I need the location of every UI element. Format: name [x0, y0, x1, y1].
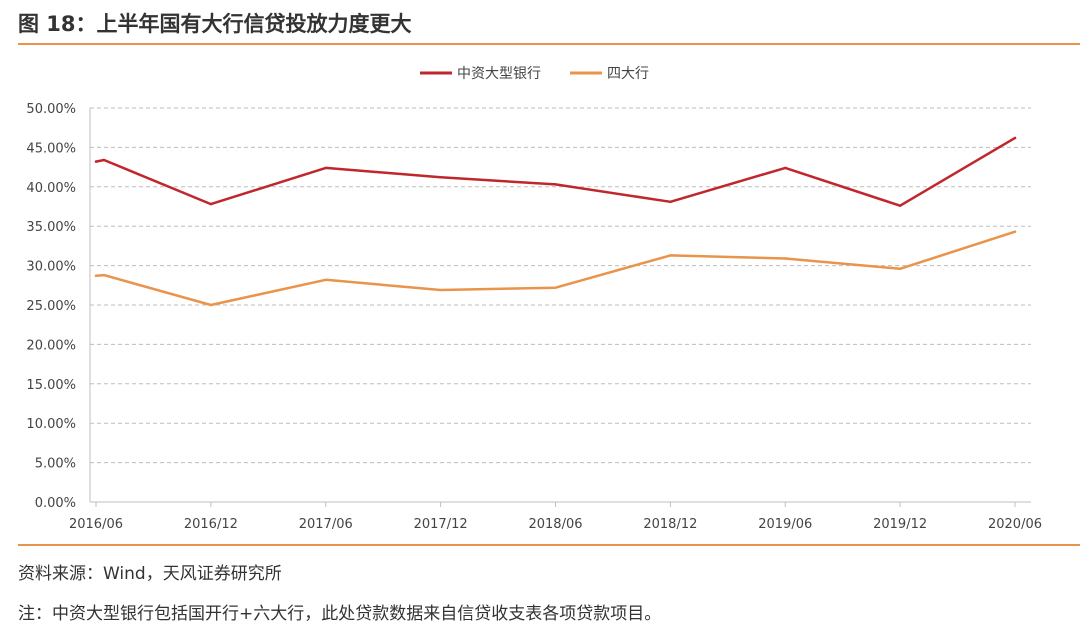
x-tick-label: 2019/06	[758, 517, 812, 532]
x-tick-label: 2016/12	[184, 517, 238, 532]
series-1-point	[102, 158, 106, 162]
series-2-point	[554, 286, 557, 289]
series-2-point	[1013, 230, 1017, 233]
series-1-point	[324, 166, 327, 170]
title-divider	[18, 43, 1080, 45]
footnote: 注：中资大型银行包括国开行+六大行，此处贷款数据来自信贷收支表各项贷款项目。	[18, 604, 662, 624]
y-tick-label: 0.00%	[35, 496, 76, 511]
y-tick-label: 30.00%	[26, 260, 76, 275]
page-title: 图 18：上半年国有大行信贷投放力度更大	[18, 12, 412, 36]
series-1-point	[784, 166, 787, 170]
x-tick-label: 2020/06	[988, 517, 1042, 532]
y-tick-label: 10.00%	[26, 417, 76, 432]
y-tick-label: 40.00%	[26, 181, 76, 196]
gridlines	[90, 107, 1031, 464]
series-1-point	[94, 160, 98, 163]
line-chart: 中资大型银行 四大行 0.00% 5.00% 10.00% 15.00% 20.00% 2…	[26, 66, 1042, 532]
series-2-point	[324, 278, 327, 281]
legend-label-series-1: 中资大型银行	[457, 66, 541, 82]
series-2-point	[209, 303, 213, 307]
legend: 中资大型银行 四大行	[420, 66, 649, 82]
y-tick-label: 15.00%	[26, 378, 76, 393]
series-2-point	[898, 267, 902, 270]
y-tick-label: 25.00%	[26, 299, 76, 314]
footer-divider	[18, 544, 1080, 546]
y-tick-label: 35.00%	[26, 220, 76, 235]
y-axis: 0.00% 5.00% 10.00% 15.00% 20.00% 25.00% 30.00%…	[26, 102, 91, 511]
series-2-point	[669, 254, 672, 257]
series-1-point	[669, 200, 672, 203]
series-line-2	[94, 230, 1017, 307]
series-lines	[94, 136, 1017, 307]
x-tick-label: 2018/12	[643, 517, 697, 532]
x-tick-label: 2017/12	[414, 517, 468, 532]
series-2-point	[102, 273, 106, 277]
series-1-point	[898, 204, 902, 207]
x-tick-label: 2017/06	[299, 517, 353, 532]
series-2-point	[439, 288, 442, 292]
x-tick-label: 2018/06	[528, 517, 582, 532]
series-1-point	[439, 176, 442, 179]
x-axis: 2016/06 2016/12 2017/06 2017/12 2018/06 2018/…	[69, 501, 1042, 532]
series-line-1	[94, 136, 1017, 207]
source-note: 资料来源：Wind，天风证券研究所	[18, 564, 282, 584]
y-tick-label: 5.00%	[35, 457, 76, 472]
series-2-point	[94, 274, 98, 278]
x-tick-label: 2019/12	[873, 517, 927, 532]
series-2-point	[784, 257, 787, 260]
legend-label-series-2: 四大行	[607, 66, 649, 82]
y-tick-label: 45.00%	[26, 141, 76, 156]
series-1-point	[209, 202, 213, 206]
series-1-point	[1013, 136, 1017, 140]
y-tick-label: 20.00%	[26, 338, 76, 353]
y-tick-label: 50.00%	[26, 102, 76, 117]
x-tick-label: 2016/06	[69, 517, 123, 532]
series-1-point	[554, 183, 557, 186]
